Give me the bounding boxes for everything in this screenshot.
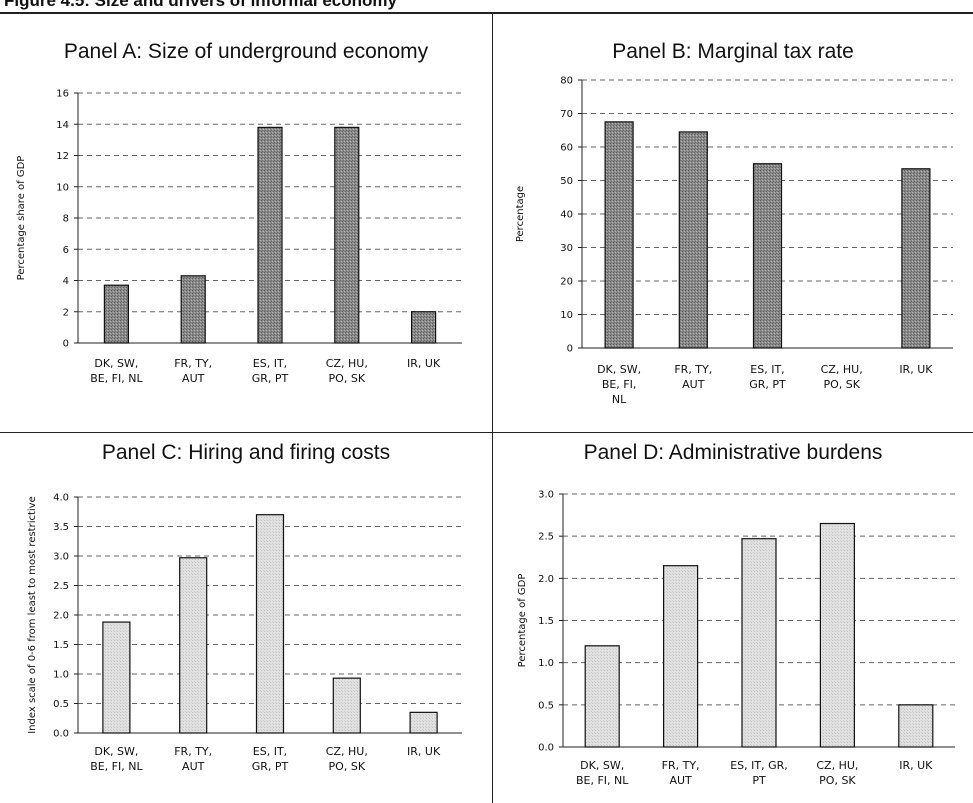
panel-c-y-tick-label: 1.5 <box>53 640 69 651</box>
panel-b-y-tick-label: 30 <box>560 243 573 254</box>
panel-a-y-tick-label: 16 <box>56 89 69 100</box>
panel-a-y-tick-label: 12 <box>56 151 69 162</box>
panel-c-category-label: FR, TY, AUT <box>174 745 212 773</box>
panel-d-title: Panel D: Administrative burdens <box>584 441 883 464</box>
panel-c-bar <box>332 677 361 734</box>
panel-c-bar <box>255 514 285 734</box>
panel-d-bar <box>663 565 699 748</box>
panel-b-title: Panel B: Marginal tax rate <box>612 40 854 63</box>
panel-b-y-tick-label: 10 <box>560 310 573 321</box>
panel-d-y-tick-label: 0.5 <box>538 700 554 711</box>
panel-b-y-tick-label: 40 <box>560 210 573 221</box>
panel-b-y-tick-label: 60 <box>560 143 573 154</box>
panel-c-category-label: ES, IT, GR, PT <box>252 745 289 773</box>
panel-d-bar <box>741 538 777 748</box>
panel-c-chart: Panel C: Hiring and firing costs Index sc… <box>27 441 462 773</box>
panel-d-category-label: CZ, HU, PO, SK <box>816 759 858 787</box>
panel-b-y-axis-label: Percentage <box>515 186 526 242</box>
panel-a-bar <box>411 311 437 344</box>
panel-c-category-label: DK, SW, BE, FI, NL <box>90 745 143 773</box>
panel-a-title: Panel A: Size of underground economy <box>64 40 429 63</box>
panel-c-y-tick-label: 2.5 <box>53 581 69 592</box>
panel-b-y-tick-label: 50 <box>560 176 573 187</box>
panel-d-y-tick-label: 1.0 <box>538 658 554 669</box>
panel-c-y-axis-label: Index scale of 0-6 from least to most re… <box>27 496 38 734</box>
panel-c-bar <box>179 557 208 734</box>
top-rule <box>0 12 973 14</box>
panel-a-bar <box>180 275 206 344</box>
panel-a-category-label: ES, IT, GR, PT <box>252 357 289 385</box>
panel-c-y-tick-label: 4.0 <box>53 493 69 504</box>
panel-a-category-label: CZ, HU, PO, SK <box>326 357 368 385</box>
panel-a-y-tick-label: 0 <box>63 339 69 350</box>
panel-d-bar <box>584 645 620 748</box>
panel-c-category-label: CZ, HU, PO, SK <box>326 745 368 773</box>
panel-a-bar <box>257 126 283 344</box>
panel-b-category-label: DK, SW, BE, FI, NL <box>597 363 641 406</box>
panel-c-category-label: IR, UK <box>407 745 441 758</box>
panel-a-y-tick-label: 8 <box>63 214 69 225</box>
panel-c-bar <box>102 621 131 734</box>
panel-a-y-tick-label: 4 <box>63 276 69 287</box>
panel-c-y-tick-label: 1.0 <box>53 670 69 681</box>
panel-d-y-tick-label: 1.5 <box>538 616 554 627</box>
panel-d-y-tick-label: 2.5 <box>538 532 554 543</box>
panel-d-chart: Panel D: Administrative burdens Percentag… <box>517 441 955 787</box>
vertical-divider <box>492 13 493 803</box>
panel-a-y-tick-label: 14 <box>56 120 69 131</box>
panel-d-y-tick-label: 2.0 <box>538 574 554 585</box>
panel-b-y-tick-label: 80 <box>560 76 573 87</box>
panel-d-category-label: ES, IT, GR, PT <box>730 759 788 787</box>
panel-d-y-tick-label: 0.0 <box>538 743 554 754</box>
panel-b-y-tick-label: 70 <box>560 109 573 120</box>
panel-b-bar <box>901 168 931 349</box>
panel-d-bar <box>898 704 934 748</box>
panel-c-bar <box>409 711 438 734</box>
panel-a-category-label: FR, TY, AUT <box>174 357 212 385</box>
panel-d-bar <box>819 522 855 748</box>
panel-b-category-label: ES, IT, GR, PT <box>749 363 786 391</box>
panel-c-y-tick-label: 0.0 <box>53 729 69 740</box>
horizontal-divider <box>0 432 973 433</box>
panel-a-bar <box>103 284 130 344</box>
panel-a-bar <box>334 126 360 344</box>
panel-a-y-tick-label: 6 <box>63 245 69 256</box>
panel-b-category-label: FR, TY, AUT <box>674 363 712 391</box>
panel-c-y-tick-label: 3.0 <box>53 552 69 563</box>
panel-a-chart: Panel A: Size of underground economy Perc… <box>16 40 462 385</box>
figure-heading: Figure 4.5: Size and drivers of informal… <box>4 0 397 10</box>
panel-a-y-tick-label: 2 <box>63 307 69 318</box>
panel-d-category-label: FR, TY, AUT <box>662 759 700 787</box>
panel-d-category-label: DK, SW, BE, FI, NL <box>576 759 629 787</box>
panel-b-category-label: IR, UK <box>899 363 933 376</box>
panel-c-y-tick-label: 2.0 <box>53 611 69 622</box>
panel-b-y-tick-label: 0 <box>567 344 573 355</box>
panel-c-y-tick-label: 0.5 <box>53 699 69 710</box>
panel-b-category-label: CZ, HU, PO, SK <box>821 363 863 391</box>
panel-c-title: Panel C: Hiring and firing costs <box>102 441 390 464</box>
panel-b-y-tick-label: 20 <box>560 277 573 288</box>
panel-a-y-axis-label: Percentage share of GDP <box>16 156 27 281</box>
panel-b-bar <box>678 131 708 349</box>
panel-a-category-label: DK, SW, BE, FI, NL <box>90 357 143 385</box>
panel-b-chart: Panel B: Marginal tax rate Percentage 0 10 2… <box>515 40 953 406</box>
panel-b-bar <box>752 163 783 349</box>
panel-a-y-tick-label: 10 <box>56 182 69 193</box>
panel-b-bar <box>604 121 634 349</box>
panel-d-y-axis-label: Percentage of GDP <box>517 574 528 668</box>
panel-c-y-tick-label: 3.5 <box>53 522 69 533</box>
panel-d-y-tick-label: 3.0 <box>538 490 554 501</box>
panel-d-category-label: IR, UK <box>899 759 933 772</box>
panel-a-category-label: IR, UK <box>407 357 441 370</box>
